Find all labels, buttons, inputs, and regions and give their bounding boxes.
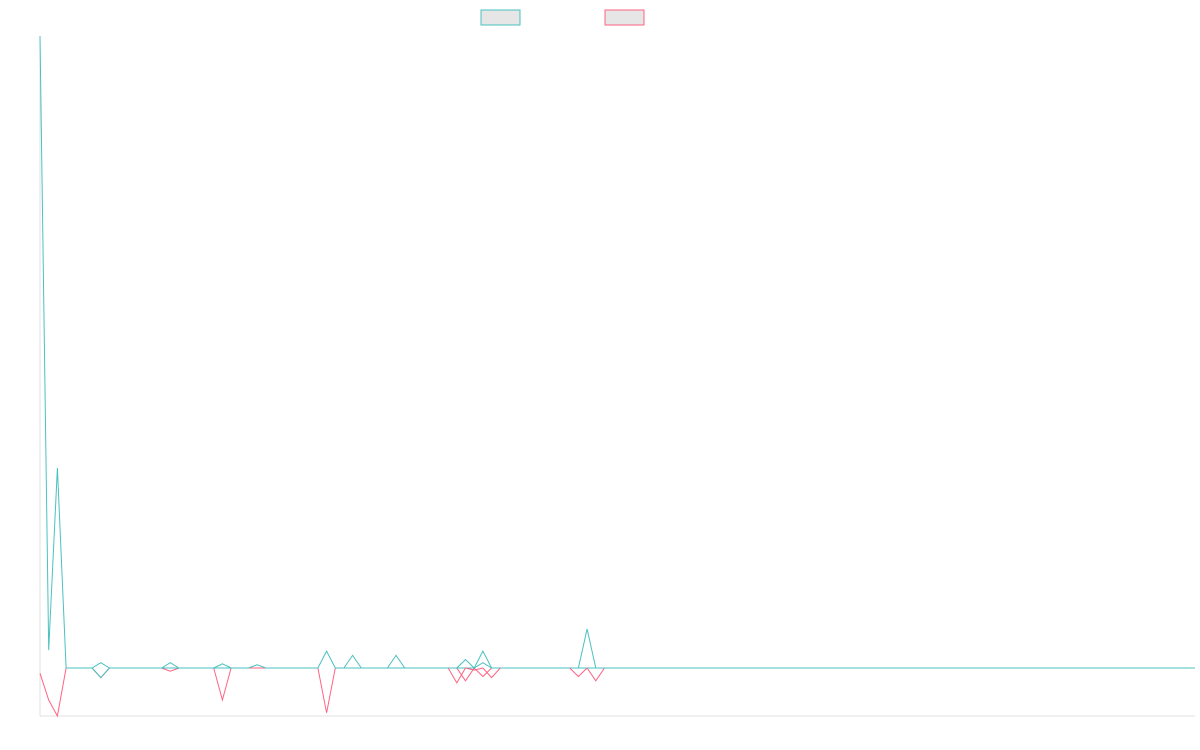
series-1-point-4	[343, 654, 362, 669]
series-1-point-2	[161, 662, 180, 669]
legend-swatch-1[interactable]	[480, 9, 521, 26]
series-1-point-7	[473, 662, 492, 669]
series-line-2	[39, 667, 1195, 718]
series-line-1	[39, 35, 1195, 669]
axes	[39, 36, 1195, 717]
series-2-point-4	[569, 667, 588, 678]
series-1-point-1	[91, 667, 110, 679]
series-1-point-5	[386, 654, 406, 669]
series-2-point-1	[447, 667, 466, 684]
series-1-point-8	[577, 628, 597, 669]
series-2-point-2	[465, 667, 484, 671]
series-1-point-6	[456, 658, 475, 669]
series-layer	[39, 35, 1195, 718]
series-2-point-3	[482, 667, 501, 679]
series-1-point-3	[213, 663, 232, 669]
legend-swatch-2[interactable]	[604, 9, 645, 26]
legend	[480, 9, 645, 26]
